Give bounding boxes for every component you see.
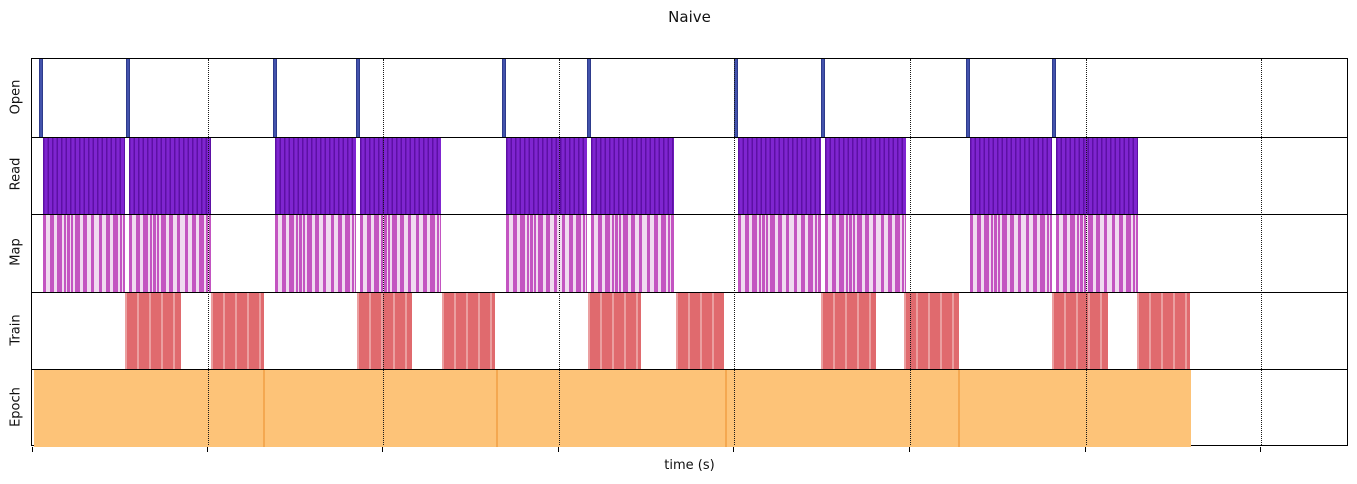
x-axis-tick [206, 447, 208, 452]
gridline [1085, 59, 1087, 445]
map-block [970, 214, 1053, 292]
x-axis-tick [1260, 447, 1262, 452]
open-event-marker [355, 59, 360, 137]
read-block [825, 136, 906, 215]
epoch-boundary-line [957, 369, 960, 447]
open-event-marker [586, 59, 592, 137]
x-axis-tick [1084, 447, 1086, 452]
row-separator [32, 291, 1347, 293]
map-block [43, 214, 126, 292]
gridline [910, 59, 911, 445]
read-block [360, 136, 441, 215]
map-block [275, 214, 356, 292]
open-event-marker [125, 59, 131, 137]
map-block [129, 214, 211, 292]
read-block [129, 136, 211, 215]
y-axis-label-epoch: Epoch [8, 387, 24, 428]
row-separator [32, 369, 1347, 371]
x-axis-tick [733, 447, 735, 452]
train-block [357, 291, 412, 370]
x-axis-tick [909, 447, 910, 452]
epoch-block [264, 369, 497, 447]
gridline [734, 59, 736, 445]
epoch-block [726, 369, 959, 447]
train-block [904, 291, 959, 370]
train-block [210, 291, 264, 370]
map-block [505, 214, 588, 292]
y-axis-label-open: Open [8, 79, 24, 115]
read-block [505, 136, 588, 215]
y-axis-label-read: Read [8, 158, 24, 191]
read-block [737, 136, 821, 215]
open-event-marker [820, 59, 826, 137]
epoch-block [496, 369, 727, 447]
read-block [275, 136, 356, 215]
read-block [43, 136, 126, 215]
map-block [360, 214, 441, 292]
epoch-boundary-line [495, 369, 498, 447]
map-block [1056, 214, 1138, 292]
open-event-marker [1051, 59, 1057, 137]
epoch-block [33, 369, 265, 447]
gridline [383, 59, 385, 445]
train-block [1052, 291, 1109, 370]
read-block [1056, 136, 1138, 215]
epoch-boundary-line [725, 369, 728, 447]
open-event-marker [272, 59, 278, 137]
x-axis-label: time (s) [664, 458, 715, 473]
map-block [825, 214, 906, 292]
x-axis-tick [32, 447, 33, 452]
read-block [970, 136, 1053, 215]
gridline [207, 59, 209, 445]
row-separator [32, 136, 1347, 138]
epoch-boundary-line [263, 369, 266, 447]
x-axis-tick [557, 447, 559, 452]
open-event-marker [501, 59, 507, 137]
y-axis-label-map: Map [8, 238, 24, 266]
map-block [737, 214, 821, 292]
read-block [590, 136, 674, 215]
train-block [587, 291, 641, 370]
train-block [820, 291, 876, 370]
epoch-block [958, 369, 1192, 447]
gridline [1261, 59, 1263, 445]
y-axis-label-train: Train [8, 313, 24, 346]
train-block [442, 291, 496, 370]
open-event-marker [965, 59, 971, 137]
x-axis-tick [382, 447, 384, 452]
train-block [675, 291, 724, 370]
map-block [590, 214, 674, 292]
plot-area [31, 58, 1348, 452]
train-block [1137, 291, 1191, 370]
gridline [558, 59, 560, 445]
train-block [125, 291, 181, 370]
row-separator [32, 214, 1347, 216]
chart-title: Naive [668, 8, 711, 26]
open-event-marker [38, 59, 44, 137]
open-event-marker [733, 59, 739, 137]
